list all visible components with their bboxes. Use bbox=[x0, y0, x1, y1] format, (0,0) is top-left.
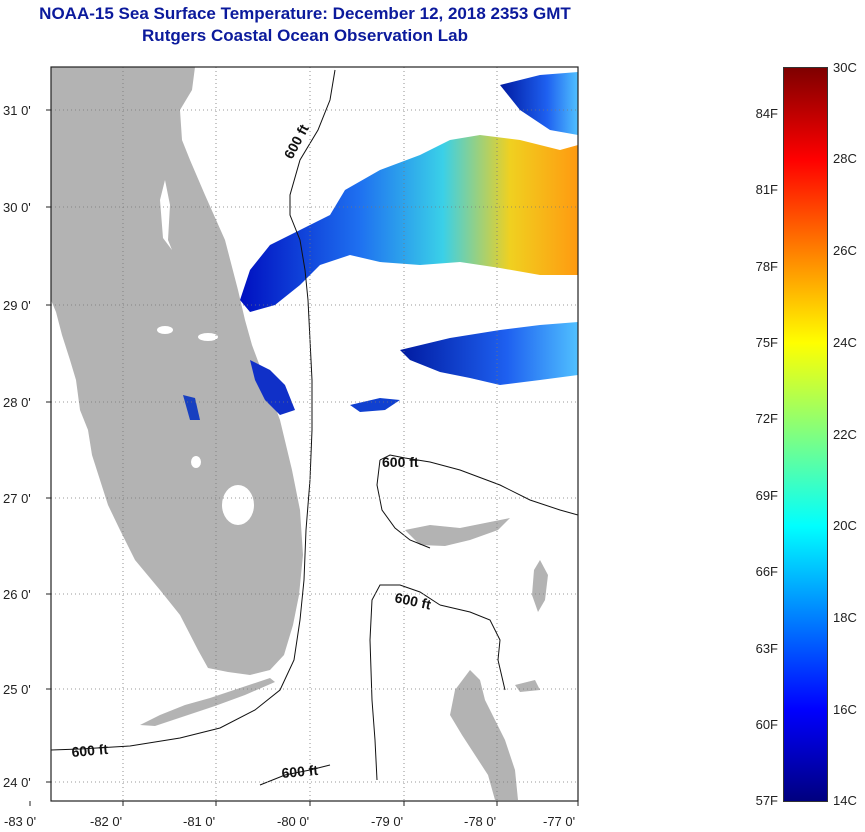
colorbar-f-label: 78F bbox=[755, 259, 778, 274]
colorbar-f-label: 60F bbox=[755, 717, 778, 732]
lon-label: -83 0' bbox=[4, 814, 36, 829]
lat-label: 29 0' bbox=[3, 298, 31, 313]
colorbar-f-label: 66F bbox=[755, 564, 778, 579]
temperature-colorbar bbox=[783, 67, 828, 802]
colorbar-f-label: 69F bbox=[755, 488, 778, 503]
map-subtitle: Rutgers Coastal Ocean Observation Lab bbox=[142, 26, 468, 45]
colorbar-c-label: 16C bbox=[833, 702, 857, 717]
colorbar-c-label: 18C bbox=[833, 610, 857, 625]
lat-label: 28 0' bbox=[3, 395, 31, 410]
lat-label: 31 0' bbox=[3, 103, 31, 118]
colorbar-f-label: 63F bbox=[755, 641, 778, 656]
colorbar-c-label: 14C bbox=[833, 793, 857, 808]
sst-swath-north bbox=[240, 135, 578, 312]
contour-label: 600 ft bbox=[71, 741, 109, 760]
map-title: NOAA-15 Sea Surface Temperature: Decembe… bbox=[39, 4, 571, 23]
lat-label: 24 0' bbox=[3, 775, 31, 790]
contour-label: 600 ft bbox=[281, 762, 319, 781]
colorbar-c-label: 28C bbox=[833, 151, 857, 166]
lon-label: -82 0' bbox=[90, 814, 122, 829]
lat-label: 27 0' bbox=[3, 491, 31, 506]
contour-label: 600 ft bbox=[281, 121, 312, 161]
colorbar-f-label: 57F bbox=[755, 793, 778, 808]
map-frame bbox=[50, 66, 579, 802]
lon-label: -79 0' bbox=[371, 814, 403, 829]
colorbar-f-label: 72F bbox=[755, 411, 778, 426]
colorbar-f-label: 81F bbox=[755, 182, 778, 197]
lon-label: -80 0' bbox=[277, 814, 309, 829]
lon-label: -77 0' bbox=[543, 814, 575, 829]
lat-label: 25 0' bbox=[3, 682, 31, 697]
contour-label: 600 ft bbox=[382, 454, 419, 470]
contour-label: 600 ft bbox=[393, 589, 432, 612]
colorbar-c-label: 20C bbox=[833, 518, 857, 533]
colorbar-c-label: 30C bbox=[833, 60, 857, 75]
lat-label: 26 0' bbox=[3, 587, 31, 602]
colorbar-f-label: 84F bbox=[755, 106, 778, 121]
colorbar-c-label: 24C bbox=[833, 335, 857, 350]
lon-label: -78 0' bbox=[464, 814, 496, 829]
colorbar-c-label: 22C bbox=[833, 427, 857, 442]
bahamas-land bbox=[405, 518, 510, 546]
colorbar-f-label: 75F bbox=[755, 335, 778, 350]
colorbar-c-label: 26C bbox=[833, 243, 857, 258]
lon-label: -81 0' bbox=[183, 814, 215, 829]
sst-swath-middle bbox=[400, 322, 578, 385]
lat-label: 30 0' bbox=[3, 200, 31, 215]
